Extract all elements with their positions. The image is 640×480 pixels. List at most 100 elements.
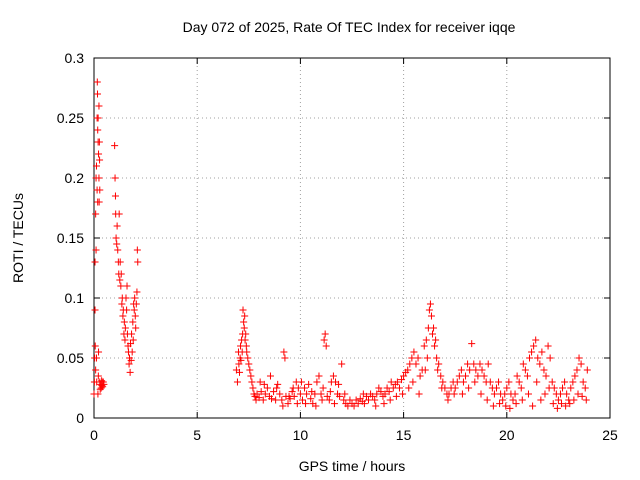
data-point — [506, 404, 514, 412]
data-point — [398, 376, 406, 384]
data-point — [486, 378, 494, 386]
data-point — [567, 384, 575, 392]
data-point — [237, 356, 245, 364]
data-point — [579, 378, 587, 386]
data-point — [389, 384, 397, 392]
data-point — [499, 396, 507, 404]
data-point — [478, 366, 486, 374]
data-point — [113, 240, 121, 248]
data-point — [241, 312, 249, 320]
data-point — [534, 354, 542, 362]
data-point — [444, 396, 452, 404]
data-point — [450, 390, 458, 398]
data-point — [562, 402, 570, 410]
data-point — [515, 378, 523, 386]
data-point — [127, 340, 135, 348]
data-point — [100, 380, 108, 388]
data-point — [111, 174, 119, 182]
data-point — [94, 372, 102, 380]
data-point — [421, 366, 429, 374]
data-point — [239, 306, 247, 314]
x-tick-label: 15 — [396, 427, 412, 443]
data-point — [246, 366, 254, 374]
data-point — [352, 396, 360, 404]
data-point — [524, 390, 532, 398]
data-point — [554, 396, 562, 404]
data-point — [326, 388, 334, 396]
data-point — [458, 390, 466, 398]
data-point — [512, 400, 520, 408]
data-point — [360, 400, 368, 408]
data-point — [293, 400, 301, 408]
data-point — [312, 402, 320, 410]
data-point — [386, 396, 394, 404]
data-point — [556, 390, 564, 398]
data-point — [120, 318, 128, 326]
data-point — [430, 324, 438, 332]
data-point — [115, 210, 123, 218]
chart-title: Day 072 of 2025, Rate Of TEC Index for r… — [183, 19, 516, 35]
data-point — [412, 360, 420, 368]
data-point — [113, 222, 121, 230]
data-point — [118, 300, 126, 308]
y-tick-label: 0.1 — [65, 290, 85, 306]
data-point — [240, 318, 248, 326]
data-point — [91, 342, 99, 350]
data-point — [464, 360, 472, 368]
data-point — [372, 402, 380, 410]
data-point — [249, 384, 257, 392]
data-point — [261, 390, 269, 398]
data-point — [457, 366, 465, 374]
data-point — [350, 402, 358, 410]
data-point — [583, 366, 591, 374]
y-tick-label: 0.3 — [65, 50, 85, 66]
data-point — [453, 378, 461, 386]
y-tick-label: 0 — [76, 410, 84, 426]
data-point — [406, 360, 414, 368]
data-point — [121, 336, 129, 344]
data-point — [303, 390, 311, 398]
data-point — [95, 348, 103, 356]
data-point — [122, 294, 130, 302]
data-point — [298, 396, 306, 404]
data-point — [338, 360, 346, 368]
data-point — [130, 306, 138, 314]
data-point — [253, 390, 261, 398]
data-point — [377, 388, 385, 396]
data-point — [307, 395, 315, 403]
data-point — [519, 360, 527, 368]
data-point — [451, 384, 459, 392]
data-point — [582, 396, 590, 404]
data-point — [517, 384, 525, 392]
data-point — [263, 384, 271, 392]
axis-ticks: 0 5 10 15 20 25 0 0.05 0.1 0.15 0.2 0.25 0.3 — [57, 50, 618, 443]
data-point — [471, 378, 479, 386]
data-point — [131, 312, 139, 320]
data-point — [92, 354, 100, 362]
data-point — [288, 388, 296, 396]
data-point — [117, 270, 125, 278]
data-point — [302, 400, 310, 408]
data-point — [111, 192, 119, 200]
data-point — [392, 392, 400, 400]
data-point — [242, 342, 250, 350]
data-point — [260, 380, 268, 388]
data-point — [297, 378, 305, 386]
data-point — [236, 368, 244, 376]
plot-frame — [93, 57, 611, 419]
data-point — [537, 396, 545, 404]
data-point — [416, 372, 424, 380]
data-point — [123, 306, 131, 314]
data-point — [128, 348, 136, 356]
data-point — [538, 348, 546, 356]
data-point — [505, 378, 513, 386]
data-point — [472, 366, 480, 374]
data-point — [532, 336, 540, 344]
data-point — [393, 378, 401, 386]
data-point — [247, 372, 255, 380]
data-point — [462, 372, 470, 380]
data-point — [528, 348, 536, 356]
data-point — [501, 390, 509, 398]
data-point — [273, 384, 281, 392]
data-point — [387, 378, 395, 386]
